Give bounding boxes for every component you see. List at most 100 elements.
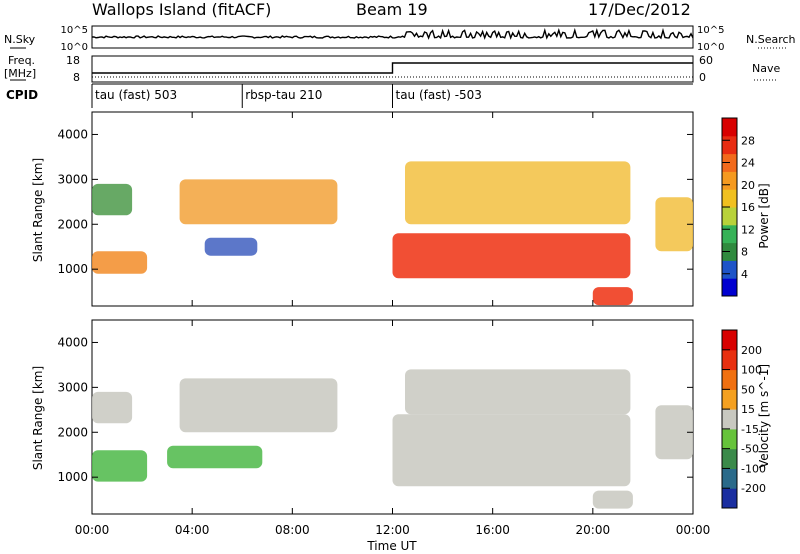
freq-label-1: Freq.: [8, 54, 35, 67]
x-tick-label: 12:00: [375, 523, 410, 537]
velocity-colorbar: 200 100 50 15 -15 -50 -100 -200: [721, 329, 766, 509]
velocity-colorbar-label: Velocity [m s^-1]: [757, 364, 771, 468]
echo-band: [204, 237, 258, 256]
colorbar-tick-label: 50: [741, 383, 755, 396]
echo-band: [405, 369, 631, 415]
colorbar-tick-label: -15: [741, 423, 759, 436]
echo-band: [92, 450, 148, 482]
x-tick-label: 08:00: [275, 523, 310, 537]
colorbar-tick-label: 100: [741, 364, 762, 377]
colorbar-cell: [722, 189, 737, 208]
nsearch-tick-bottom: 10^0: [697, 42, 724, 53]
nsky-tick-bottom: 10^0: [61, 42, 88, 53]
colorbar-cell: [722, 171, 737, 190]
colorbar-cell: [722, 468, 737, 489]
colorbar-cell: [722, 135, 737, 155]
x-tick-label: 16:00: [475, 523, 510, 537]
cpid-segment-label: tau (fast) -503: [396, 88, 482, 102]
colorbar-cell: [722, 330, 737, 351]
colorbar-cell: [722, 224, 737, 244]
colorbar-tick-label: -50: [741, 443, 759, 456]
echo-band: [592, 490, 633, 509]
freq-trace: [92, 62, 693, 74]
power-axes: 1000 2000 3000 4000: [57, 112, 694, 306]
colorbar-cell: [722, 260, 737, 279]
y-tick-label: 2000: [57, 217, 88, 231]
colorbar-cell: [722, 349, 737, 371]
velocity-bands: [92, 369, 693, 509]
echo-band: [92, 391, 133, 424]
x-tick-label: 00:00: [676, 523, 711, 537]
cpid-segment-label: tau (fast) 503: [95, 88, 177, 102]
echo-band: [92, 251, 148, 274]
power-colorbar: 28 24 20 16 12 8 4: [721, 117, 755, 297]
colorbar-tick-label: 16: [741, 201, 755, 214]
colorbar-tick-label: 4: [741, 268, 748, 281]
nsearch-label: N.Search: [746, 33, 796, 46]
time-axis-label: Time UT: [366, 539, 417, 553]
colorbar-cell: [722, 428, 737, 450]
freq-label-2: [MHz]: [4, 67, 36, 80]
freq-panel-frame: [91, 55, 694, 83]
echo-band: [179, 179, 338, 225]
echo-band: [592, 287, 633, 306]
colorbar-tick-label: 28: [741, 134, 755, 147]
colorbar-cell: [722, 278, 737, 297]
echo-band: [655, 405, 693, 460]
x-tick-label: 00:00: [75, 523, 110, 537]
colorbar-tick-label: 12: [741, 223, 755, 236]
date-title: 17/Dec/2012: [588, 0, 691, 19]
echo-band: [405, 161, 631, 225]
colorbar-cell: [722, 118, 737, 137]
nave-label: Nave: [752, 62, 780, 75]
time-axis: 00:00 04:00 08:00 12:00 16:00 20:00 00:00: [75, 523, 711, 537]
cpid-segment-label: rbsp-tau 210: [245, 88, 322, 102]
colorbar-cell: [722, 448, 737, 469]
colorbar-cell: [722, 389, 737, 410]
colorbar-frame: [721, 329, 738, 509]
cpid-segments: tau (fast) 503 rbsp-tau 210 tau (fast) -50…: [91, 84, 482, 108]
nsky-tick-top: 10^5: [61, 25, 88, 36]
x-tick-label: 20:00: [576, 523, 611, 537]
nsky-label: N.Sky: [4, 33, 36, 46]
nsky-trace: [91, 27, 694, 40]
echo-band: [392, 414, 631, 487]
colorbar-tick-label: -100: [741, 462, 766, 475]
echo-band: [167, 445, 263, 469]
colorbar-tick-label: 24: [741, 157, 755, 170]
cpid-label: CPID: [6, 88, 38, 102]
nsearch-tick-top: 10^5: [697, 25, 724, 36]
colorbar-tick-label: 200: [741, 344, 762, 357]
x-tick-label: 04:00: [175, 523, 210, 537]
colorbar-cell: [722, 488, 737, 509]
echo-band: [92, 183, 133, 216]
freq-tick-bottom: 8: [73, 71, 80, 84]
echo-band: [179, 378, 338, 433]
y-tick-label: 3000: [57, 380, 88, 394]
y-tick-label: 3000: [57, 172, 88, 186]
nave-tick-top: 60: [699, 54, 713, 67]
y-tick-label: 4000: [57, 127, 88, 141]
nave-tick-bottom: 0: [699, 71, 706, 84]
colorbar-tick-label: -200: [741, 482, 766, 495]
echo-band: [655, 197, 693, 252]
colorbar-tick-label: 20: [741, 179, 755, 192]
colorbar-cell: [722, 369, 737, 390]
colorbar-tick-label: 15: [741, 403, 755, 416]
velocity-axes: 1000 2000 3000 4000: [57, 320, 694, 514]
colorbar-cell: [722, 409, 737, 430]
beam-title: Beam 19: [356, 0, 428, 19]
y-tick-label: 4000: [57, 335, 88, 349]
power-colorbar-label: Power [dB]: [757, 183, 771, 248]
y-tick-label: 1000: [57, 262, 88, 276]
colorbar-cell: [722, 207, 737, 226]
echo-band: [392, 233, 631, 279]
freq-tick-top: 18: [66, 54, 80, 67]
station-title: Wallops Island (fitACF): [92, 0, 271, 19]
velocity-ylabel: Slant Range [km]: [31, 366, 45, 470]
y-tick-label: 1000: [57, 470, 88, 484]
y-tick-label: 2000: [57, 425, 88, 439]
colorbar-tick-label: 8: [741, 246, 748, 259]
power-ylabel: Slant Range [km]: [31, 158, 45, 262]
